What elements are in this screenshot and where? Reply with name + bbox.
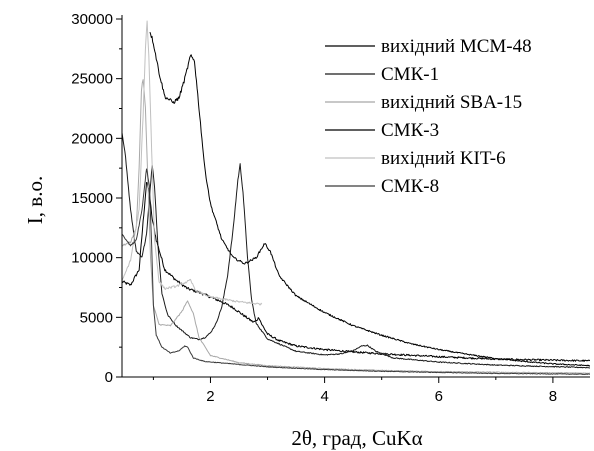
y-tick-label: 15000: [71, 190, 113, 207]
axes: 2 4 6 8 0 5000 10000 15000 20000 25000 30000: [71, 11, 590, 405]
x-tick-label: 2: [206, 388, 214, 405]
y-tick-label: 0: [105, 369, 113, 386]
legend-label: вихідний SBA-15: [381, 92, 522, 113]
x-tick-label: 6: [435, 388, 443, 405]
legend-label: вихідний MCM-48: [381, 36, 532, 57]
x-axis-title: 2θ, град, CuKα: [291, 426, 422, 450]
legend-label: СМК-8: [381, 176, 439, 197]
y-tick-label: 10000: [71, 250, 113, 267]
y-tick-label: 20000: [71, 130, 113, 147]
series-line-6: [122, 168, 590, 375]
x-tick-label: 4: [320, 388, 328, 405]
legend-label: вихідний KIT-6: [381, 148, 506, 169]
series-line-2: [122, 132, 590, 369]
y-axis-title: I, в.о.: [23, 176, 47, 224]
series-line-1: [122, 181, 590, 362]
y-tick-label: 25000: [71, 71, 113, 88]
legend-label: СМК-1: [381, 64, 439, 85]
y-tick-label: 30000: [71, 11, 113, 28]
y-tick-label: 5000: [80, 309, 113, 326]
series-line-4: [149, 31, 590, 367]
series-line-3: [122, 79, 590, 374]
x-tick-label: 8: [549, 388, 557, 405]
legend: вихідний MCM-48 СМК-1 вихідний SBA-15 СМК-3…: [325, 36, 532, 197]
legend-label: СМК-3: [381, 120, 439, 141]
series-line-5: [122, 20, 263, 306]
